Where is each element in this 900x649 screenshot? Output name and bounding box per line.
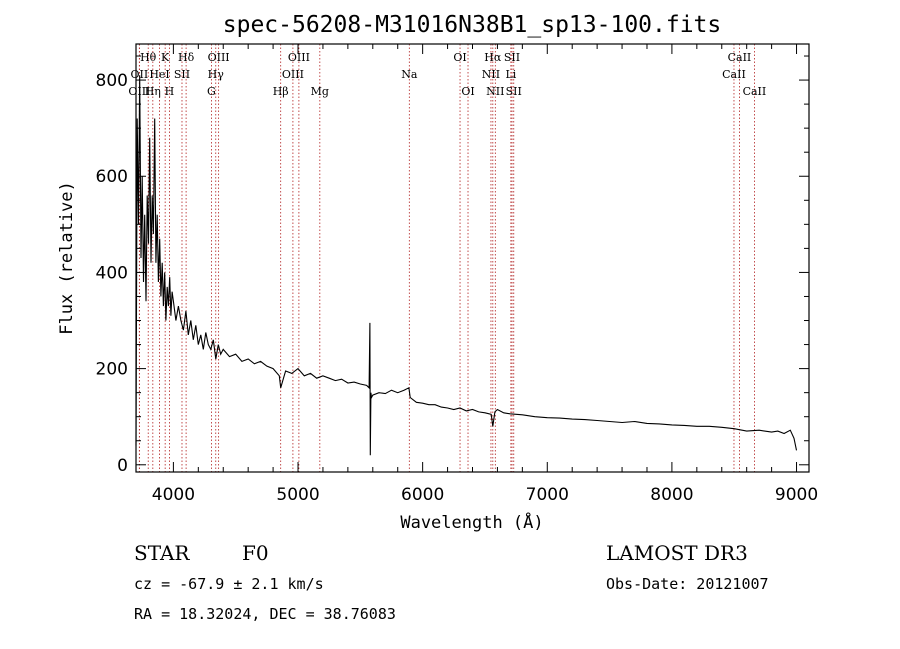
spectral-line-label: OII <box>131 68 149 81</box>
y-tick-label: 800 <box>96 71 128 91</box>
spectral-line-label: Hβ <box>273 85 289 98</box>
redshift-cz: cz = -67.9 ± 2.1 km/s <box>134 575 324 593</box>
spectral-line-label: CaII <box>728 51 752 64</box>
observation-date: Obs-Date: 20121007 <box>606 575 769 593</box>
spectrum-layer <box>135 75 798 456</box>
spectral-line-label: Hα <box>484 51 502 64</box>
spectral-line-label: OIII <box>288 51 310 64</box>
spectral-line-label: SII <box>506 85 522 98</box>
spectral-line-label: Li <box>505 68 516 81</box>
spectral-line-label: SII <box>504 51 520 64</box>
spectral-line-label: G <box>207 85 216 98</box>
spectral-line-label: OIII <box>208 51 230 64</box>
spectral-line-label: NII <box>482 68 500 81</box>
x-tick-label: 5000 <box>276 485 319 505</box>
plot-frame <box>135 43 810 473</box>
x-tick-label: 8000 <box>650 485 693 505</box>
spectral-line-label: CaII <box>722 68 746 81</box>
spectral-line-label: H <box>165 85 175 98</box>
survey-name: LAMOST DR3 <box>606 541 748 565</box>
y-axis-label: Flux (relative) <box>57 181 77 335</box>
spectral-line-label: OIII <box>282 68 304 81</box>
spectral-line-label: HeI <box>149 68 169 81</box>
spectral-line-label: K <box>161 51 170 64</box>
spectral-line-label: Hθ <box>140 51 157 64</box>
x-axis: 4000 5000 6000 7000 8000 9000 <box>152 44 818 505</box>
x-tick-label: 9000 <box>775 485 818 505</box>
y-tick-label: 400 <box>96 263 128 283</box>
spectral-line-label: Hδ <box>178 51 195 64</box>
spectral-line-label: OI <box>461 85 474 98</box>
y-tick-label: 0 <box>117 456 128 476</box>
spectral-line-label: CaII <box>743 85 767 98</box>
spectral-line-label: SII <box>174 68 190 81</box>
spectral-line-label: NII <box>486 85 504 98</box>
object-subclass: F0 <box>242 541 269 565</box>
x-tick-label: 4000 <box>152 485 195 505</box>
y-tick-label: 600 <box>96 167 128 187</box>
x-axis-label: Wavelength (Å) <box>400 511 543 533</box>
coordinates: RA = 18.32024, DEC = 38.76083 <box>134 605 396 623</box>
spectral-line-label: Na <box>401 68 418 81</box>
spectrum-line <box>135 75 798 456</box>
y-axis: 0 200 400 600 800 <box>96 55 809 476</box>
x-tick-label: 6000 <box>401 485 444 505</box>
y-tick-label: 200 <box>96 360 128 380</box>
spectral-line-label: OI <box>453 51 466 64</box>
spectral-line-label: Hγ <box>208 68 225 81</box>
x-tick-label: 7000 <box>526 485 569 505</box>
spectral-line-label: Hη <box>145 85 161 98</box>
object-class: STAR <box>134 541 190 565</box>
spectral-line-markers <box>138 44 755 472</box>
spectral-line-label: Mg <box>311 85 329 98</box>
chart-title: spec-56208-M31016N38B1_sp13-100.fits <box>223 12 722 38</box>
